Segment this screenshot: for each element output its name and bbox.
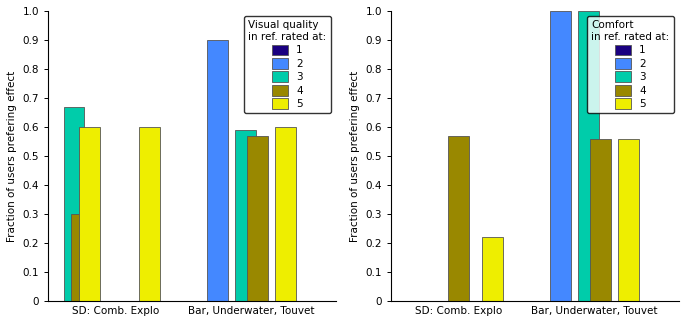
Bar — [590, 139, 611, 301]
Legend: 1, 2, 3, 4, 5: 1, 2, 3, 4, 5 — [587, 16, 674, 113]
Y-axis label: Fraction of users prefering effect: Fraction of users prefering effect — [350, 70, 360, 242]
Bar — [207, 40, 228, 301]
Bar — [139, 127, 160, 301]
Bar — [482, 237, 503, 301]
Bar — [578, 11, 599, 301]
Bar — [71, 214, 93, 301]
Bar — [618, 139, 639, 301]
Bar — [275, 127, 296, 301]
Bar — [449, 136, 469, 301]
Bar — [64, 107, 84, 301]
Bar — [550, 11, 571, 301]
Bar — [235, 130, 256, 301]
Y-axis label: Fraction of users prefering effect: Fraction of users prefering effect — [7, 70, 17, 242]
Bar — [247, 136, 268, 301]
Legend: 1, 2, 3, 4, 5: 1, 2, 3, 4, 5 — [244, 16, 331, 113]
Bar — [80, 127, 100, 301]
